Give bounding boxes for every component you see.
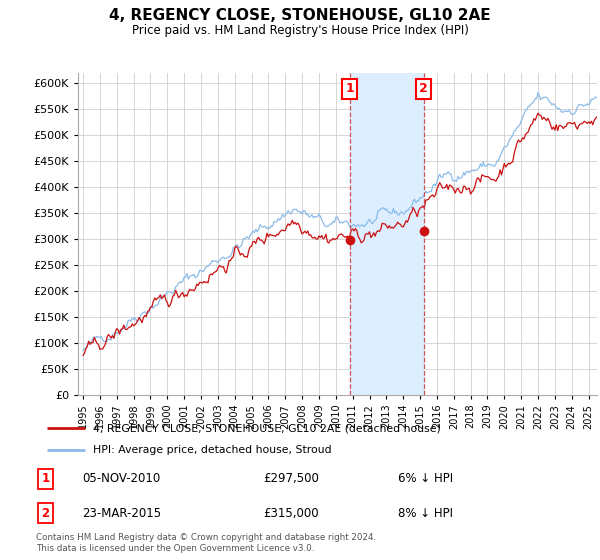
Text: Price paid vs. HM Land Registry's House Price Index (HPI): Price paid vs. HM Land Registry's House … [131,24,469,36]
Text: 4, REGENCY CLOSE, STONEHOUSE, GL10 2AE (detached house): 4, REGENCY CLOSE, STONEHOUSE, GL10 2AE (… [92,423,440,433]
Text: 23-MAR-2015: 23-MAR-2015 [82,507,161,520]
Text: 05-NOV-2010: 05-NOV-2010 [82,473,160,486]
Text: £315,000: £315,000 [263,507,319,520]
Text: 2: 2 [419,82,428,95]
Text: 1: 1 [41,473,50,486]
Bar [350,73,424,395]
Text: 8% ↓ HPI: 8% ↓ HPI [398,507,453,520]
Text: 4, REGENCY CLOSE, STONEHOUSE, GL10 2AE: 4, REGENCY CLOSE, STONEHOUSE, GL10 2AE [109,8,491,24]
Text: £297,500: £297,500 [263,473,319,486]
Text: 6% ↓ HPI: 6% ↓ HPI [398,473,453,486]
Text: HPI: Average price, detached house, Stroud: HPI: Average price, detached house, Stro… [92,445,331,455]
Text: Contains HM Land Registry data © Crown copyright and database right 2024.
This d: Contains HM Land Registry data © Crown c… [36,533,376,553]
Text: 2: 2 [41,507,50,520]
Text: 1: 1 [346,82,355,95]
